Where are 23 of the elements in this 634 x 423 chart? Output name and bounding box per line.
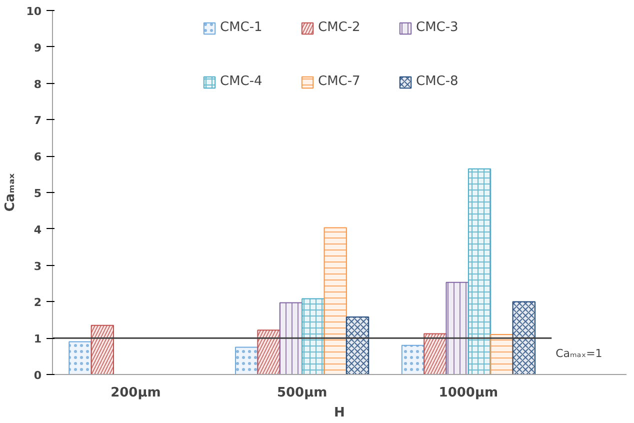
y-tick-label: 7 — [34, 114, 42, 128]
y-tick-label: 4 — [34, 223, 42, 236]
x-tick-label: 500μm — [276, 386, 328, 400]
y-tick-label: 8 — [34, 78, 42, 91]
legend-label: CMC-7 — [318, 74, 362, 89]
x-tick-label: 200μm — [110, 386, 161, 400]
y-axis-title: Caₘₐₓ — [3, 172, 18, 212]
legend-label: CMC-2 — [318, 20, 362, 35]
ref-line-label: Caₘₐₓ=1 — [556, 347, 602, 360]
y-tick-label: 2 — [34, 296, 42, 310]
y-tick-label: 10 — [26, 5, 42, 18]
y-tick-label: 9 — [34, 41, 42, 54]
legend-label: CMC-3 — [416, 20, 460, 35]
x-tick-label: 1000μm — [438, 386, 498, 400]
legend-label: CMC-8 — [416, 74, 460, 89]
x-axis-title: H — [334, 406, 345, 420]
y-tick-label: 1 — [34, 332, 42, 346]
legend-label: CMC-1 — [220, 20, 264, 35]
y-tick-label: 0 — [34, 369, 42, 382]
y-tick-label: 3 — [34, 260, 42, 273]
y-tick-label: 6 — [34, 150, 42, 164]
legend-label: CMC-4 — [220, 74, 264, 89]
y-tick-label: 5 — [34, 187, 42, 200]
